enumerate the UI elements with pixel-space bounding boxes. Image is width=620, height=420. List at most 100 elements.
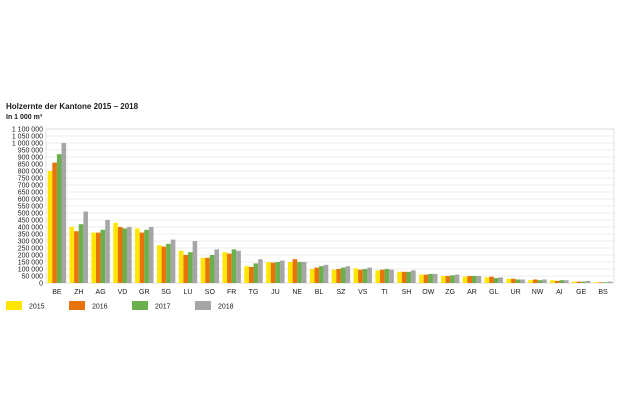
y-tick-label: 500 000 <box>18 210 43 217</box>
y-tick-label: 550 000 <box>18 203 43 210</box>
bar-2017-AI <box>559 280 564 283</box>
bar-2016-ZH <box>74 231 79 283</box>
bar-2016-FR <box>227 253 232 283</box>
x-tick-label: VS <box>358 289 368 296</box>
bar-2018-VS <box>367 267 372 283</box>
bar-2015-BE <box>47 171 53 283</box>
legend-label-2016: 2016 <box>92 304 108 311</box>
x-tick-label: FR <box>227 289 236 296</box>
bar-2017-TG <box>253 263 259 283</box>
bar-2018-TG <box>258 259 263 283</box>
x-tick-label: GE <box>576 289 586 296</box>
bar-2016-GR <box>139 232 145 283</box>
bar-2015-GR <box>135 228 140 283</box>
x-tick-label: SG <box>161 289 171 296</box>
y-tick-label: 950 000 <box>18 147 43 154</box>
x-tick-label: GR <box>139 289 150 296</box>
bar-2017-TI <box>384 269 390 283</box>
bar-2016-AR <box>467 276 472 283</box>
bar-2018-VD <box>127 227 132 283</box>
bar-2017-SO <box>209 255 215 283</box>
y-tick-label: 150 000 <box>18 259 43 266</box>
bar-2017-BS <box>603 282 608 283</box>
bar-2018-TI <box>389 269 394 283</box>
y-tick-label: 200 000 <box>18 252 43 259</box>
bar-2018-BS <box>607 281 613 283</box>
bar-2015-TG <box>244 266 249 283</box>
bar-2018-ZH <box>83 211 88 283</box>
bar-2016-NW <box>532 279 538 283</box>
x-tick-label: AI <box>556 289 563 296</box>
bar-2015-UR <box>506 278 512 283</box>
bar-2016-SH <box>401 271 407 283</box>
bar-2018-ZG <box>454 274 460 283</box>
bar-2017-ZH <box>78 224 84 283</box>
x-tick-label: AG <box>96 289 106 296</box>
bar-2015-JU <box>266 262 271 283</box>
y-tick-label: 700 000 <box>18 182 43 189</box>
y-tick-label: 600 000 <box>18 196 43 203</box>
bar-2017-GR <box>144 229 149 283</box>
bar-2017-FR <box>231 249 237 283</box>
bar-2016-GL <box>489 276 494 283</box>
bars <box>47 143 613 283</box>
bar-2017-SZ <box>340 267 346 283</box>
bar-2016-AI <box>554 280 560 283</box>
bar-2018-JU <box>279 260 285 283</box>
bar-2015-BL <box>309 269 315 283</box>
y-tick-label: 900 000 <box>18 154 43 161</box>
bar-2015-SH <box>397 271 402 283</box>
bar-2016-GE <box>576 281 582 283</box>
bar-2017-BL <box>319 266 324 283</box>
bar-2017-NE <box>297 262 302 283</box>
y-tick-label: 1 000 000 <box>12 140 43 147</box>
bar-2015-GL <box>484 277 490 283</box>
bar-2015-VS <box>353 268 359 283</box>
bar-2015-LU <box>178 250 184 283</box>
bar-2016-JU <box>270 262 276 283</box>
bar-2017-VD <box>122 228 128 283</box>
bar-2018-BE <box>61 143 67 283</box>
bar-2017-OW <box>428 273 433 283</box>
bar-2016-BS <box>598 282 604 283</box>
legend-swatch-2015 <box>6 301 22 310</box>
legend: 2015 2016 2017 2018 <box>6 301 234 311</box>
bar-2015-SO <box>200 257 206 283</box>
bar-2018-FR <box>236 250 241 283</box>
x-tick-label: TG <box>249 289 259 296</box>
x-tick-label: ZG <box>445 289 455 296</box>
bar-2016-SZ <box>336 269 341 283</box>
x-tick-label: SO <box>205 289 216 296</box>
bar-2018-NW <box>542 279 547 283</box>
bar-2017-ZG <box>450 275 455 283</box>
bar-2015-NE <box>288 262 293 283</box>
x-tick-label: TI <box>381 289 387 296</box>
bar-2016-BL <box>314 267 320 283</box>
y-tick-label: 1 050 000 <box>12 133 43 140</box>
chart-title: Holzernte der Kantone 2015 – 2018 <box>6 102 139 111</box>
y-tick-label: 100 000 <box>18 266 43 273</box>
x-tick-label: OW <box>422 289 434 296</box>
x-tick-label: LU <box>184 289 193 296</box>
bar-2016-TG <box>248 266 254 283</box>
bar-2017-AR <box>472 276 477 283</box>
bar-2017-AG <box>100 229 106 283</box>
bar-2015-NW <box>528 280 533 283</box>
bar-2018-SO <box>214 249 220 283</box>
legend-label-2017: 2017 <box>155 304 171 311</box>
x-axis-tick-labels: BE ZH AG VD GR SG LU SO FR TG JU NE BL SZ VS TI SH OW ZG AR… <box>52 289 608 296</box>
y-tick-label: 350 000 <box>18 231 43 238</box>
x-tick-label: ZH <box>74 289 83 296</box>
bar-2018-GR <box>148 227 154 283</box>
x-tick-label: VD <box>118 289 128 296</box>
y-tick-label: 250 000 <box>18 245 43 252</box>
bar-2016-UR <box>511 278 516 283</box>
bar-2016-OW <box>423 274 429 283</box>
x-tick-label: BL <box>315 289 324 296</box>
bar-2016-AG <box>96 232 101 283</box>
bar-2018-SH <box>411 270 416 283</box>
bar-2016-TI <box>380 269 385 283</box>
y-tick-label: 1 100 000 <box>12 126 43 133</box>
